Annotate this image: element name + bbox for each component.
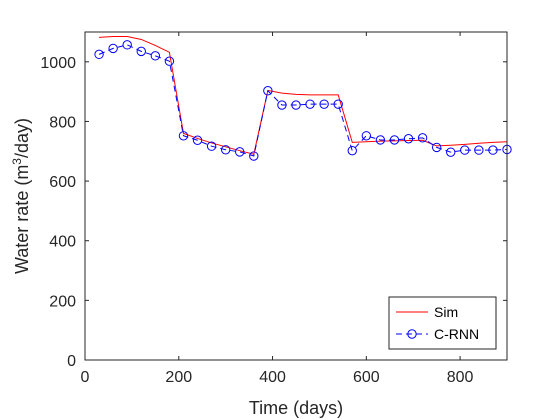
x-axis-label: Time (days) xyxy=(249,398,343,418)
y-tick-label: 600 xyxy=(49,174,76,191)
data-point xyxy=(192,135,203,145)
y-tick-label: 400 xyxy=(49,234,76,251)
series-line-sim xyxy=(99,35,508,155)
data-point xyxy=(150,51,161,61)
legend: Sim C-RNN xyxy=(388,296,497,350)
x-tick-label: 600 xyxy=(353,369,380,386)
y-tick-label: 1000 xyxy=(40,55,76,72)
data-point xyxy=(403,134,414,144)
x-tick-label: 800 xyxy=(447,369,474,386)
data-point xyxy=(249,151,259,161)
legend-crnn-label: C-RNN xyxy=(434,326,479,342)
y-axis-label-superscript: 3 xyxy=(10,158,24,165)
y-axis-label-suffix: /day) xyxy=(12,118,32,158)
data-point xyxy=(431,142,442,153)
y-tick-label: 200 xyxy=(49,293,76,310)
y-tick-label: 800 xyxy=(49,114,76,131)
x-tick-label: 200 xyxy=(165,369,192,386)
data-point xyxy=(220,145,231,155)
data-point xyxy=(417,133,428,143)
legend-crnn-marker xyxy=(407,329,417,339)
data-point xyxy=(277,100,287,110)
data-point xyxy=(291,100,301,110)
data-point xyxy=(178,131,189,141)
data-point xyxy=(446,147,456,157)
data-point xyxy=(136,46,146,57)
data-point xyxy=(460,145,470,155)
y-axis-label: Water rate (m3/day) xyxy=(10,118,32,274)
series-layer xyxy=(94,35,512,161)
data-point xyxy=(333,99,343,109)
data-point xyxy=(164,56,175,66)
axes-layer xyxy=(84,31,508,361)
data-point xyxy=(488,145,498,155)
series-line-c-rnn xyxy=(98,44,508,157)
data-point xyxy=(108,43,118,54)
legend-box xyxy=(388,296,497,350)
data-point xyxy=(206,141,217,151)
data-point xyxy=(122,40,132,50)
data-point xyxy=(319,99,329,109)
x-tick-label: 400 xyxy=(259,369,286,386)
y-tick-label: 0 xyxy=(67,353,76,370)
data-point xyxy=(94,49,104,60)
data-point xyxy=(361,131,372,141)
data-point xyxy=(263,86,273,96)
axes-box xyxy=(84,31,508,361)
legend-sim-label: Sim xyxy=(434,304,458,320)
data-point xyxy=(389,135,400,145)
data-point xyxy=(474,145,484,155)
data-point xyxy=(235,147,245,157)
data-point xyxy=(375,135,386,145)
data-point xyxy=(347,145,357,156)
x-tick-label: 0 xyxy=(81,369,90,386)
ticks-layer: 0 200 400 600 800 0 200 400 600 800 1000 xyxy=(40,32,507,386)
y-axis-label-prefix: Water rate (m xyxy=(12,165,32,274)
data-point xyxy=(305,99,315,109)
